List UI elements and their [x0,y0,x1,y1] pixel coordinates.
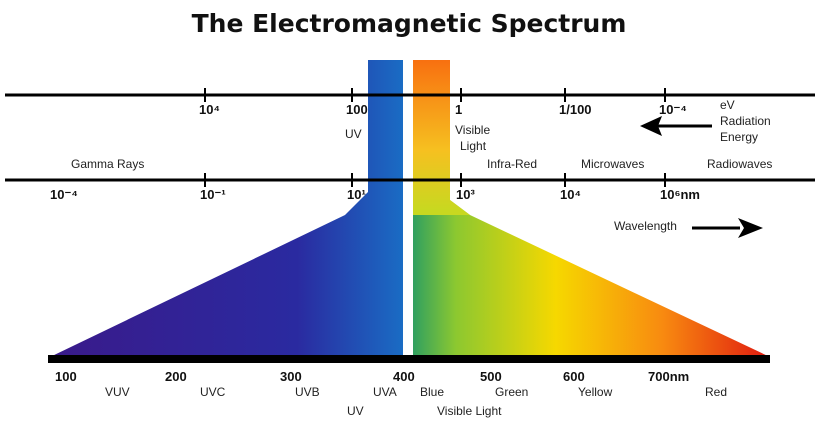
region-gamma-rays: Gamma Rays [71,157,144,171]
band-label: UVB [295,385,320,399]
detail-tick-label: 600 [563,369,585,384]
wavelength-tick-label: 10³ [456,187,475,202]
wavelength-label: Wavelength [614,219,677,233]
wavelength-arrow-icon [692,218,763,238]
diagram-title: The Electromagnetic Spectrum [192,9,627,38]
energy-tick-label: 1/100 [559,102,592,117]
wavelength-tick-label: 10⁻¹ [200,187,226,202]
uv-band-shape [50,60,403,357]
visible-column-shape [413,60,470,215]
energy-tick-label: 100 [346,102,368,117]
region-microwaves: Microwaves [581,157,644,171]
band-label: VUV [105,385,130,399]
detail-tick-label: 400 [393,369,415,384]
detail-tick-label: 500 [480,369,502,384]
detail-tick-label: 100 [55,369,77,384]
band-label: Red [705,385,727,399]
energy-tick-label: 10⁴ [199,102,220,117]
detail-tick-label: 300 [280,369,302,384]
detail-tick-label: 200 [165,369,187,384]
detail-axis-bar [48,355,770,363]
band-label: Blue [420,385,444,399]
group-label: Visible Light [437,404,502,418]
energy-unit-label: Radiation [720,114,771,128]
wavelength-tick-label: 10⁶nm [660,187,700,202]
region-infra-red: Infra-Red [487,157,537,171]
energy-arrow-icon [640,116,712,136]
visible-flare-shape [413,190,770,357]
band-label: Green [495,385,528,399]
wavelength-tick-label: 10⁻⁴ [50,187,78,202]
detail-tick-label: 700nm [648,369,689,384]
region-radiowaves: Radiowaves [707,157,772,171]
group-label: UV [347,404,364,418]
energy-unit-label: eV [720,98,735,112]
energy-tick-label: 10⁻⁴ [659,102,687,117]
wavelength-tick-label: 10⁴ [560,187,581,202]
band-label: Yellow [578,385,613,399]
wavelength-tick-label: 10¹ [347,187,366,202]
energy-unit-label: Energy [720,130,758,144]
energy-tick-label: 1 [455,102,462,117]
region-uv: UV [345,127,362,141]
region-light: Light [460,139,487,153]
region-visible: Visible [455,123,490,137]
band-label: UVA [373,385,397,399]
band-label: UVC [200,385,226,399]
